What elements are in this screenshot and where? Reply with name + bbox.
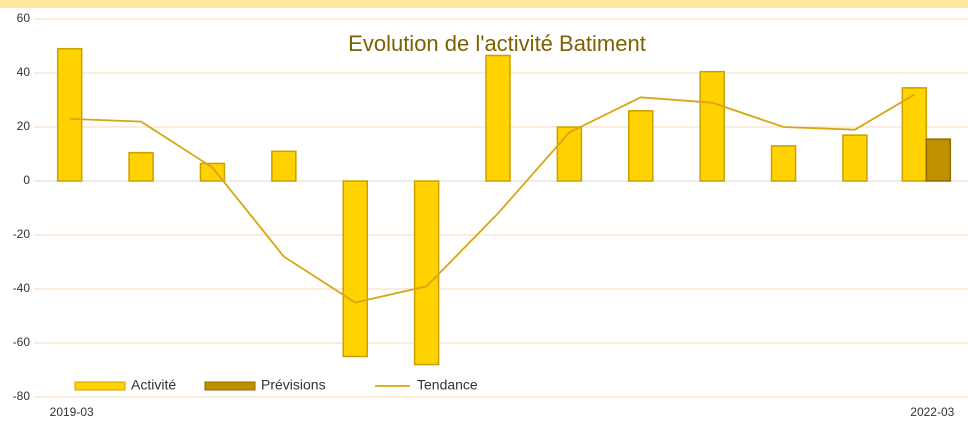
bar [842, 134, 868, 182]
bar [699, 70, 725, 182]
bar [556, 126, 583, 182]
y-tick-label: 60 [17, 11, 31, 25]
bar [628, 110, 654, 182]
y-tick-label: -20 [13, 227, 31, 241]
bar [925, 138, 952, 182]
legend-label: Tendance [417, 377, 478, 393]
bar [271, 150, 297, 182]
trend-line [69, 93, 915, 304]
bar [128, 151, 154, 182]
bar [770, 145, 797, 182]
legend-label: Prévisions [261, 377, 326, 393]
x-tick-label: 2022-03 [910, 405, 954, 419]
y-tick-label: 0 [23, 173, 30, 187]
legend-swatch [204, 381, 256, 391]
bar [485, 54, 511, 182]
y-tick-label: 40 [17, 65, 31, 79]
chart-title: Evolution de l'activité Batiment [348, 31, 646, 56]
y-tick-label: -40 [13, 281, 31, 295]
y-tick-label: -60 [13, 335, 31, 349]
bar [413, 180, 440, 366]
y-tick-label: -80 [13, 389, 31, 403]
y-tick-label: 20 [17, 119, 31, 133]
bar [199, 162, 226, 182]
bar [56, 47, 83, 182]
legend-swatch [74, 381, 126, 391]
legend-label: Activité [131, 377, 176, 393]
bar [342, 180, 368, 358]
bar [901, 87, 928, 182]
x-tick-label: 2019-03 [50, 405, 94, 419]
top-strip [0, 0, 968, 8]
